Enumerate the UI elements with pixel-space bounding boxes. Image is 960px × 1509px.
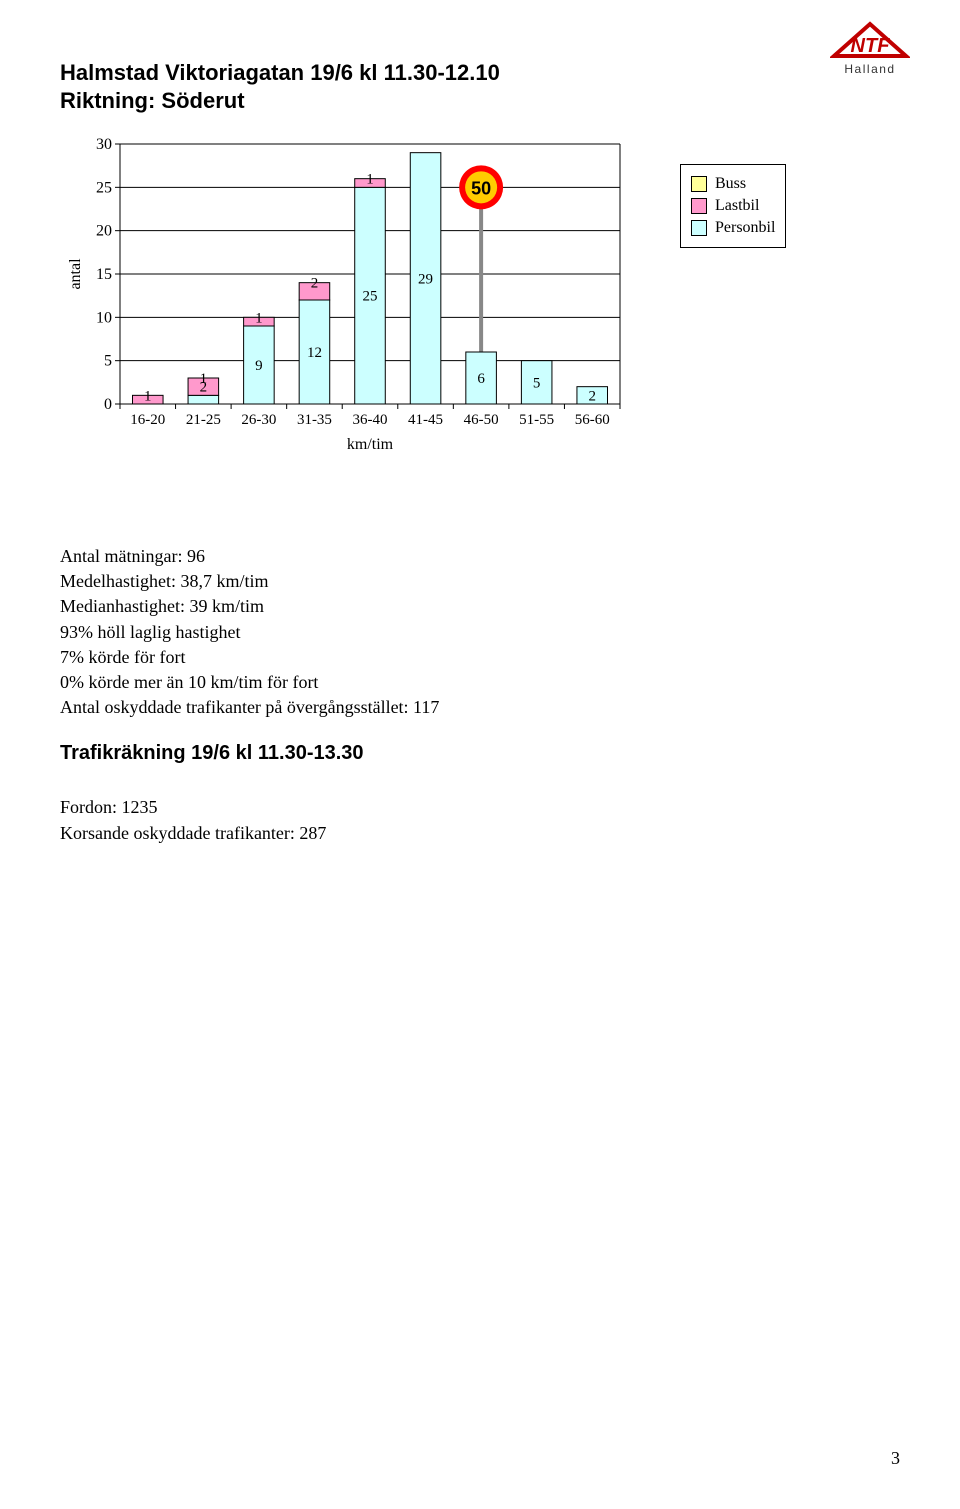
stats-line: 7% körde för fort [60,645,900,670]
svg-text:1: 1 [200,371,208,387]
legend-swatch [691,176,707,192]
svg-text:31-35: 31-35 [297,412,332,428]
legend-item: Lastbil [691,197,775,215]
logo: NTF Halland [830,20,910,76]
svg-text:5: 5 [104,353,112,370]
legend-item: Personbil [691,219,775,237]
svg-text:30: 30 [96,136,112,153]
stats-line: Medianhastighet: 39 km/tim [60,594,900,619]
stats-line: Medelhastighet: 38,7 km/tim [60,569,900,594]
svg-text:15: 15 [96,266,112,283]
svg-text:26-30: 26-30 [241,412,276,428]
svg-text:56-60: 56-60 [575,412,610,428]
svg-text:0: 0 [104,396,112,413]
stats-line: Antal mätningar: 96 [60,544,900,569]
legend-label: Personbil [715,219,775,237]
page-number: 3 [891,1448,900,1469]
svg-text:36-40: 36-40 [353,412,388,428]
svg-text:6: 6 [477,371,485,387]
svg-text:5: 5 [533,375,541,391]
legend-item: Buss [691,175,775,193]
legend-label: Lastbil [715,197,759,215]
traffic-count-block: Fordon: 1235Korsande oskyddade trafikant… [60,795,900,845]
legend-label: Buss [715,175,746,193]
traffic-line: Korsande oskyddade trafikanter: 287 [60,821,900,846]
legend: Buss Lastbil Personbil [680,164,786,248]
logo-letters: NTF [851,35,891,57]
svg-text:21-25: 21-25 [186,412,221,428]
svg-text:20: 20 [96,223,112,240]
page-title: Halmstad Viktoriagatan 19/6 kl 11.30-12.… [60,60,900,86]
svg-text:2: 2 [311,276,319,292]
svg-text:2: 2 [588,388,596,404]
svg-text:10: 10 [96,309,112,326]
stats-block: Antal mätningar: 96Medelhastighet: 38,7 … [60,544,900,720]
svg-text:km/tim: km/tim [347,436,394,453]
svg-text:12: 12 [307,345,322,361]
svg-text:antal: antal [67,258,84,290]
stats-line: 93% höll laglig hastighet [60,620,900,645]
svg-text:25: 25 [363,289,378,305]
svg-text:51-55: 51-55 [519,412,554,428]
svg-text:1: 1 [366,172,374,188]
stats-line: 0% körde mer än 10 km/tim för fort [60,670,900,695]
svg-text:1: 1 [255,310,263,326]
speed-histogram-chart: 051015202530antal5016-2021-2526-3031-353… [60,134,660,514]
stats-line: Antal oskyddade trafikanter på övergångs… [60,695,900,720]
svg-text:50: 50 [471,178,491,198]
svg-text:41-45: 41-45 [408,412,443,428]
legend-swatch [691,220,707,236]
svg-text:16-20: 16-20 [130,412,165,428]
svg-text:1: 1 [144,388,152,404]
traffic-count-heading: Trafikräkning 19/6 kl 11.30-13.30 [60,742,900,765]
logo-region: Halland [830,62,910,76]
svg-text:9: 9 [255,358,263,374]
svg-text:46-50: 46-50 [464,412,499,428]
legend-swatch [691,198,707,214]
logo-mark: NTF [830,20,910,60]
page-subtitle: Riktning: Söderut [60,88,900,114]
svg-text:29: 29 [418,271,433,287]
traffic-line: Fordon: 1235 [60,795,900,820]
svg-text:25: 25 [96,179,112,196]
